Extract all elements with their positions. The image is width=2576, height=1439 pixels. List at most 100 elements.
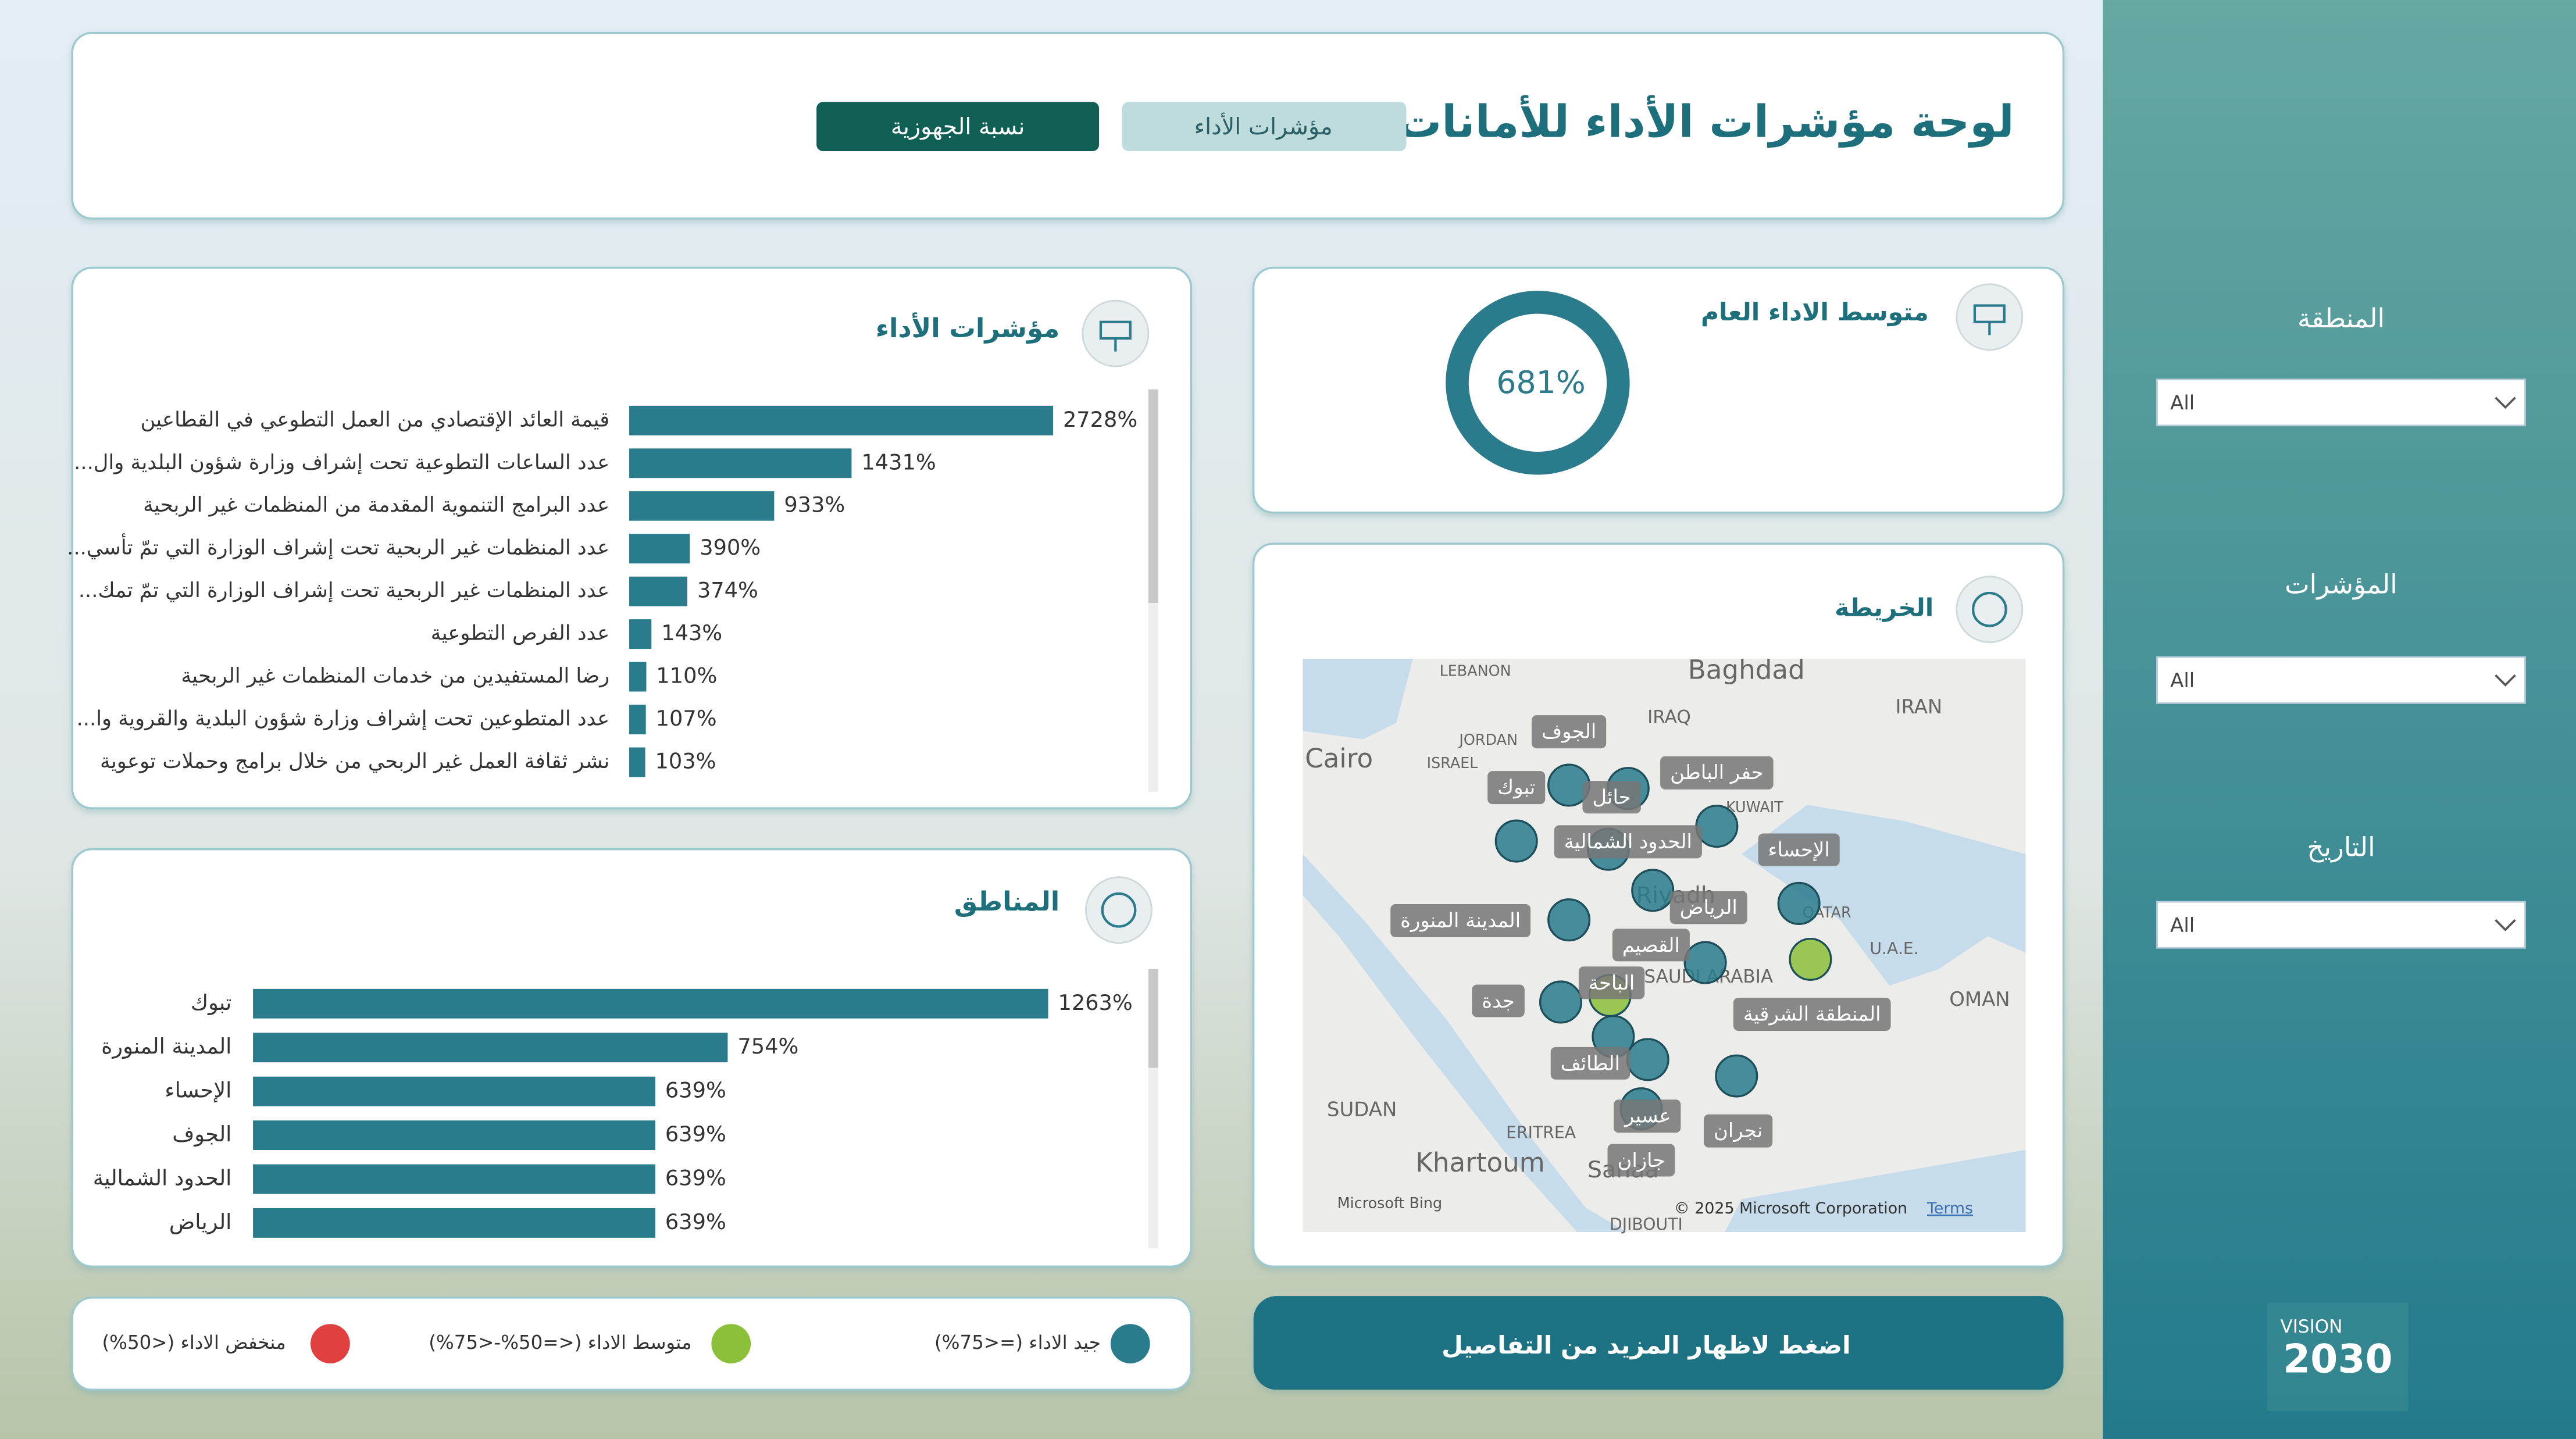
- category-label: عدد المتطوعين تحت إشراف وزارة شؤون البلد…: [77, 707, 610, 731]
- map-place: ISRAEL: [1427, 754, 1479, 772]
- map-bubble[interactable]: [1631, 869, 1675, 912]
- kpi-ring: [1446, 291, 1630, 475]
- map-place: LEBANON: [1440, 662, 1511, 680]
- dropdown-value[interactable]: All: [2170, 392, 2195, 415]
- category-label: نشر ثقافة العمل غير الربحي من خلال برامج…: [100, 749, 609, 773]
- map-place: DJIBOUTI: [1610, 1215, 1683, 1234]
- map-label-bg: [1733, 998, 1891, 1031]
- map-bubble[interactable]: [1547, 898, 1591, 942]
- value-label: 639%: [665, 1209, 726, 1234]
- legend-swatch: [1110, 1324, 1150, 1363]
- map-water: [1303, 658, 1413, 740]
- card-title: متوسط الاداء العام: [1701, 298, 1929, 327]
- bar: [253, 1076, 655, 1106]
- map-bubble[interactable]: [1777, 881, 1821, 925]
- map-place: U.A.E.: [1869, 939, 1918, 958]
- card-title: الخريطة: [1835, 594, 1933, 623]
- map-terms[interactable]: Terms: [1926, 1199, 1973, 1217]
- details-button[interactable]: [1253, 1296, 2064, 1390]
- map-bubble[interactable]: [1626, 1038, 1669, 1081]
- map-place: Baghdad: [1688, 655, 1805, 685]
- category-label: عدد المنظمات غير الربحية تحت إشراف الوزا…: [67, 534, 609, 560]
- category-label: قيمة العائد الإقتصادي من العمل التطوعي ف…: [141, 408, 610, 431]
- category-label: تبوك: [191, 990, 232, 1015]
- map-label-bg: [1390, 904, 1531, 937]
- tab-label[interactable]: مؤشرات الأداء: [1194, 112, 1333, 140]
- tab-label[interactable]: نسبة الجهوزية: [891, 113, 1025, 140]
- value-label: 933%: [784, 492, 845, 517]
- category-label: عدد الفرص التطوعية: [431, 622, 609, 645]
- sidebar: [2103, 0, 2576, 1439]
- legend-swatch: [310, 1324, 350, 1363]
- category-label: الحدود الشمالية: [93, 1166, 232, 1191]
- category-label: عدد المنظمات غير الربحية تحت إشراف الوزا…: [79, 579, 609, 602]
- map-label: الطائف: [1561, 1052, 1620, 1074]
- dropdown[interactable]: [2156, 901, 2526, 949]
- map-label: نجران: [1714, 1119, 1762, 1142]
- map-bubble[interactable]: [1789, 937, 1832, 981]
- legend-swatch: [711, 1324, 751, 1363]
- legend-label: متوسط الاداء (<=50%-<75%): [429, 1331, 691, 1354]
- value-label: 754%: [737, 1034, 798, 1059]
- logo-year: 2030: [2283, 1336, 2393, 1382]
- filters: المنطقة All المؤشرات All التاريخ All: [2156, 303, 2526, 949]
- bar: [253, 1033, 728, 1063]
- value-label: 639%: [665, 1166, 726, 1191]
- category-label: عدد البرامج التنموية المقدمة من المنظمات…: [143, 493, 609, 517]
- map-place: OMAN: [1949, 988, 2010, 1010]
- map-place: JORDAN: [1458, 731, 1518, 748]
- icon: [1085, 876, 1153, 944]
- map-bubble[interactable]: [1715, 1054, 1758, 1098]
- dropdown-arrow[interactable]: [2495, 919, 2516, 931]
- map-label: الباحة: [1589, 972, 1635, 994]
- icons: [1082, 283, 2024, 944]
- icon-glyph: [1101, 892, 1137, 928]
- map-water: [1725, 1149, 2026, 1232]
- map-label: حفر الباطن: [1670, 761, 1764, 784]
- map-label-bg: [1607, 1144, 1675, 1177]
- logo-text: VISION: [2280, 1316, 2342, 1337]
- map-place: Cairo: [1305, 743, 1373, 774]
- map-label: تبوك: [1497, 776, 1535, 799]
- map-label: عسير: [1624, 1105, 1671, 1128]
- category-label: عدد الساعات التطوعية تحت إشراف وزارة شؤو…: [74, 451, 609, 474]
- dropdown-arrow[interactable]: [2495, 674, 2516, 687]
- dropdown[interactable]: [2156, 656, 2526, 704]
- dropdown-arrow[interactable]: [2495, 397, 2516, 409]
- map-bubble[interactable]: [1695, 805, 1739, 848]
- icon: [1956, 283, 2024, 351]
- map-label: الرياض: [1680, 896, 1737, 919]
- bar: [629, 491, 775, 521]
- dropdown[interactable]: [2156, 379, 2526, 427]
- scroll-thumb[interactable]: [1148, 969, 1158, 1068]
- logo-bg: [2267, 1302, 2409, 1411]
- icon: [1082, 299, 1150, 367]
- value-label: 143%: [661, 620, 722, 645]
- map-layer: Baghdad Cairo IRAQ IRAN LEBANON JORDAN ISRAEL K…: [1305, 655, 2010, 1234]
- dropdown-value[interactable]: All: [2170, 669, 2195, 692]
- map-bubble[interactable]: [1539, 980, 1583, 1024]
- dropdown-value[interactable]: All: [2170, 914, 2195, 937]
- category-label: الإحساء: [165, 1078, 231, 1103]
- tab[interactable]: [1122, 102, 1407, 151]
- map-place: IRAQ: [1647, 707, 1691, 728]
- map-label: القصيم: [1622, 934, 1680, 956]
- value-label: 1431%: [861, 449, 936, 474]
- map-label-bg: [1578, 966, 1645, 999]
- scroll-thumb[interactable]: [1148, 389, 1158, 603]
- value-label: 2728%: [1063, 407, 1137, 432]
- map-label-bg: [1532, 715, 1607, 749]
- map-label-bg: [1669, 891, 1747, 924]
- map-place: SUDAN: [1327, 1098, 1397, 1120]
- bar: [629, 448, 852, 479]
- map-bubble[interactable]: [1494, 819, 1538, 863]
- map-label-bg: [1758, 833, 1840, 866]
- value-label: 639%: [665, 1122, 726, 1147]
- category-label: المدينة المنورة: [101, 1034, 231, 1059]
- kpi-card: [1252, 266, 2065, 514]
- bar: [629, 747, 645, 777]
- map-bubble[interactable]: [1683, 941, 1727, 984]
- tab[interactable]: [816, 102, 1100, 151]
- button-label[interactable]: اضغط لاظهار المزيد من التفاصيل: [1442, 1331, 1850, 1360]
- legend-card: [71, 1297, 1193, 1391]
